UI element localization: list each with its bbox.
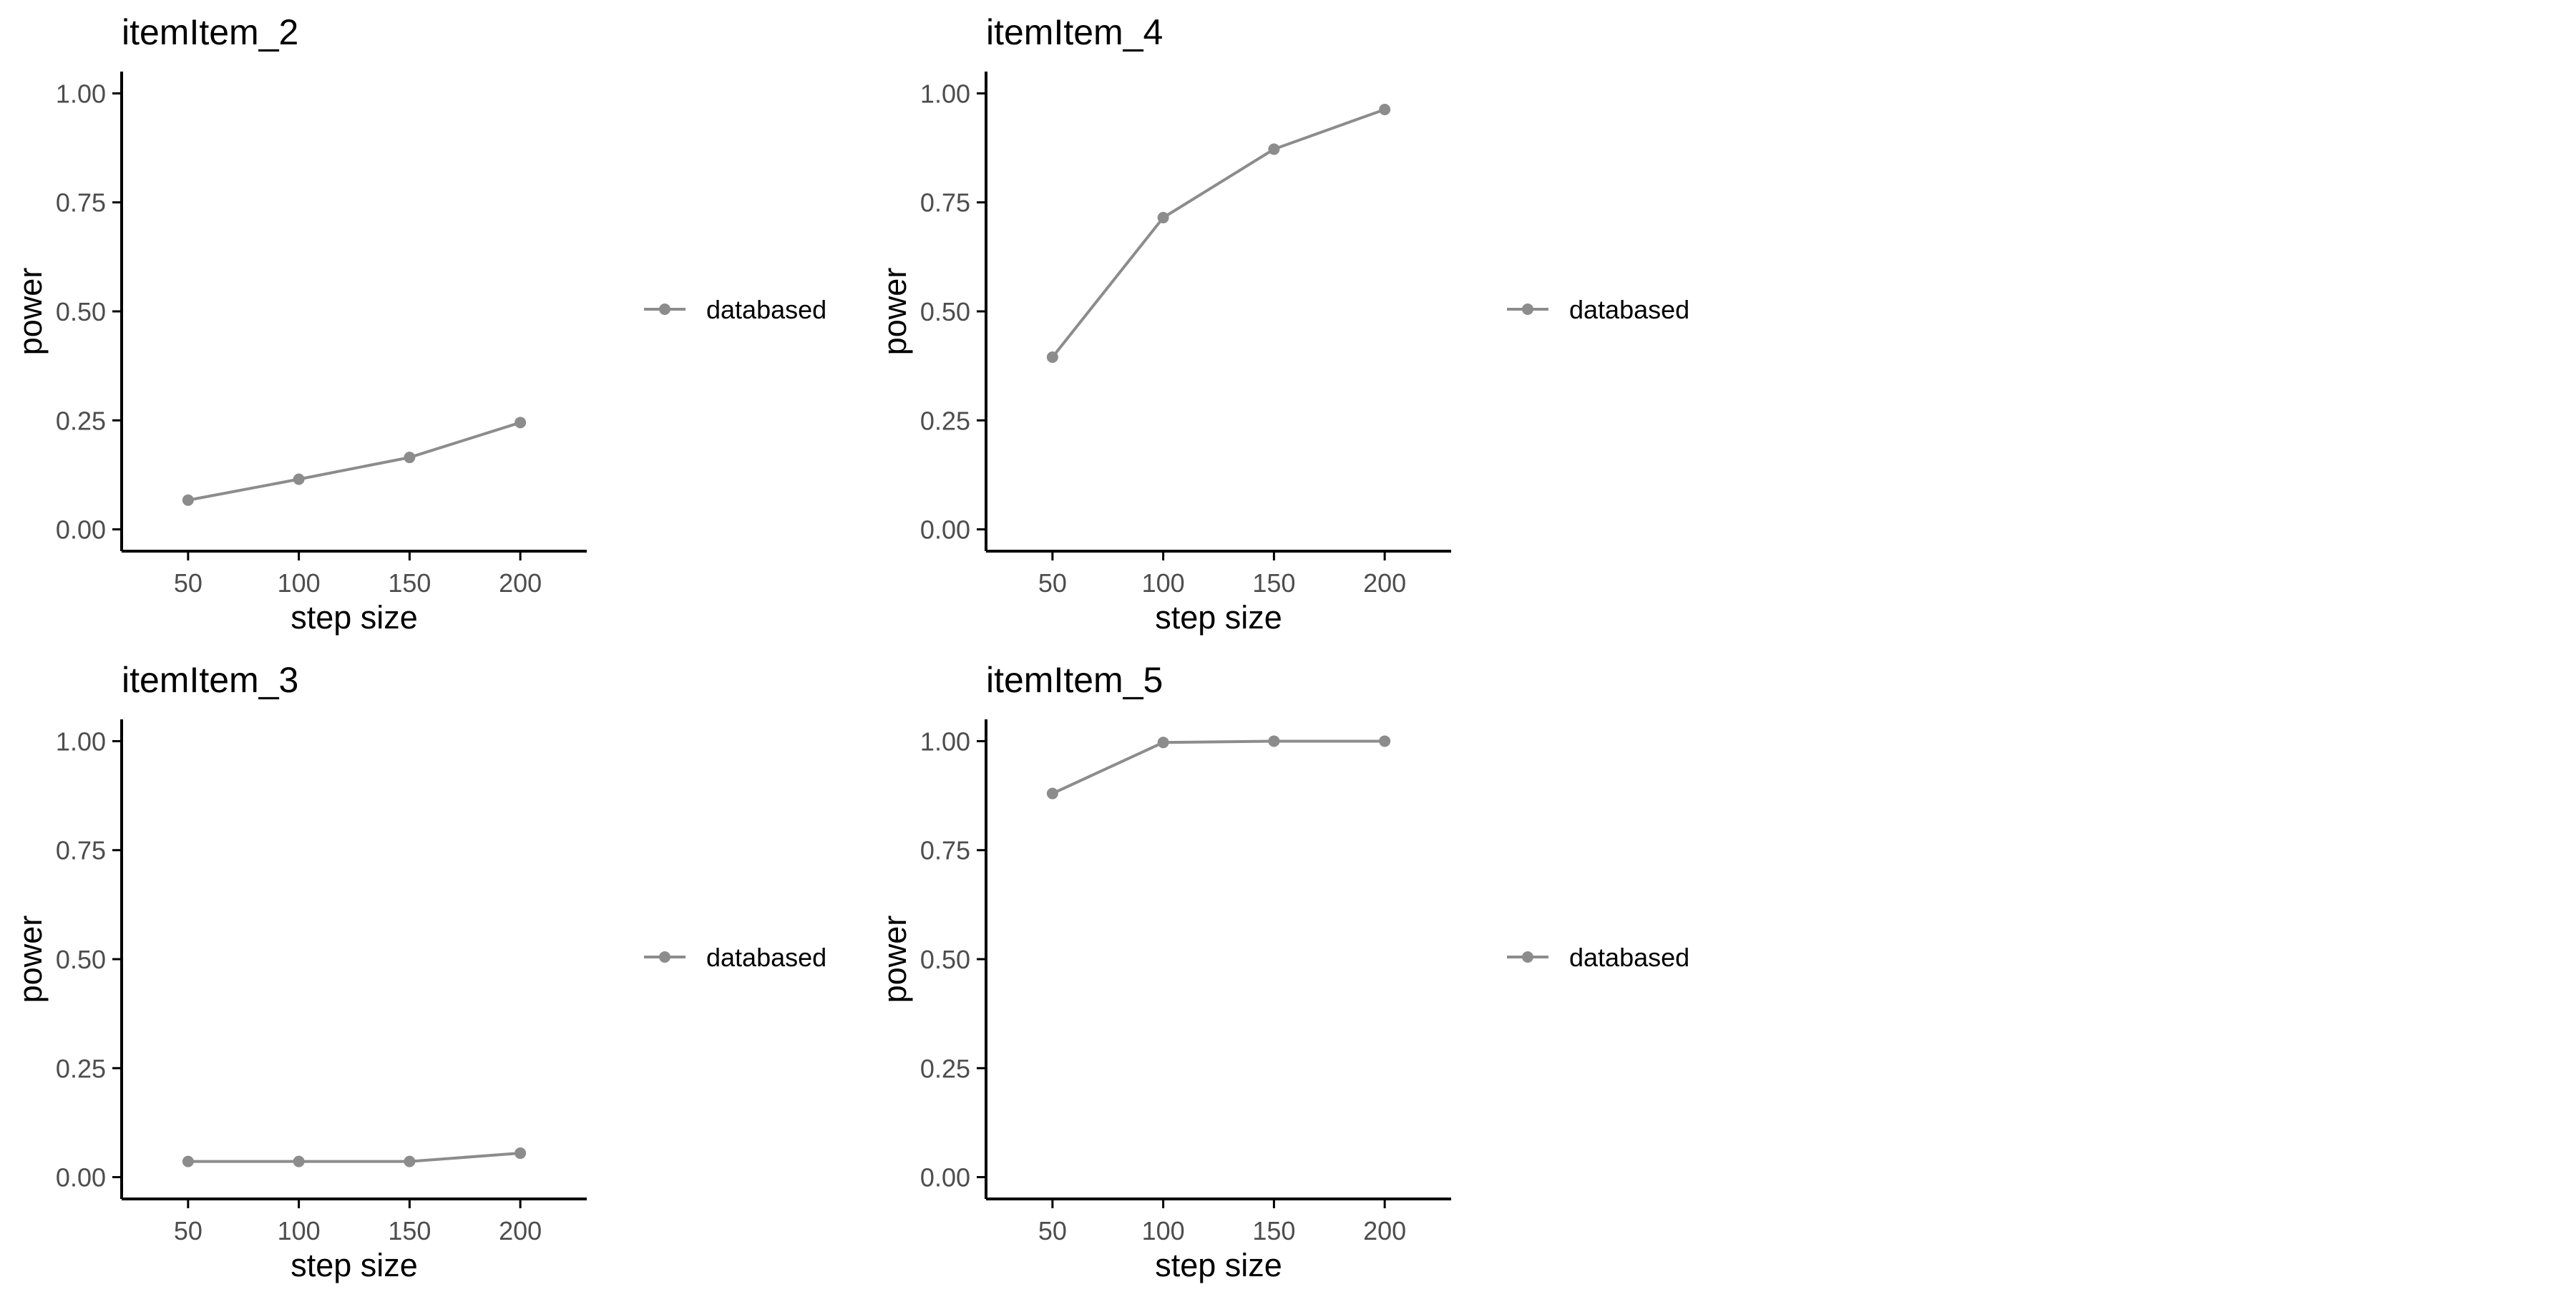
x-tick-label: 150 <box>388 1216 431 1245</box>
panel-title: itemItem_2 <box>122 12 298 52</box>
x-tick-label: 50 <box>174 1216 203 1245</box>
y-tick-label: 0.50 <box>56 945 106 974</box>
x-tick-label: 150 <box>1252 568 1295 598</box>
y-tick-label: 1.00 <box>56 727 106 756</box>
data-point <box>293 1155 305 1167</box>
data-point <box>404 452 416 464</box>
data-point <box>1379 735 1391 747</box>
y-tick-label: 1.00 <box>920 727 970 756</box>
series-line-databased <box>1052 739 1385 795</box>
legend-label: databased <box>706 943 826 972</box>
series-line-databased <box>187 1152 521 1163</box>
data-point <box>1157 737 1169 749</box>
x-tick-label: 200 <box>499 1216 542 1245</box>
x-tick-label: 200 <box>1363 568 1406 598</box>
legend-key-point <box>659 951 670 963</box>
y-tick-label: 0.00 <box>56 1163 106 1193</box>
panel-title: itemItem_4 <box>986 12 1163 52</box>
x-tick-label: 100 <box>1142 568 1185 598</box>
y-tick-label: 0.25 <box>56 1054 106 1083</box>
legend-key-point <box>659 303 670 315</box>
x-tick-label: 50 <box>1038 568 1067 598</box>
y-tick-label: 0.75 <box>56 188 106 218</box>
data-point <box>293 473 305 485</box>
y-tick-label: 0.00 <box>920 1163 970 1193</box>
y-tick-label: 0.50 <box>920 297 970 326</box>
data-point <box>182 1155 194 1167</box>
x-tick-label: 100 <box>278 1216 321 1245</box>
panel-title: itemItem_3 <box>122 660 298 700</box>
y-tick-label: 0.25 <box>56 406 106 435</box>
data-point <box>514 417 527 429</box>
legend-label: databased <box>1569 295 1689 324</box>
data-point <box>1268 143 1280 155</box>
data-point <box>1268 735 1280 747</box>
x-axis-label: step size <box>291 1247 418 1283</box>
x-tick-label: 50 <box>174 568 203 598</box>
x-tick-label: 200 <box>499 568 542 598</box>
data-point <box>1379 103 1391 115</box>
x-tick-label: 100 <box>1142 1216 1185 1245</box>
x-axis-label: step size <box>1155 1247 1282 1283</box>
legend-key-point <box>1522 303 1533 315</box>
y-tick-label: 0.00 <box>920 515 970 545</box>
y-tick-label: 1.00 <box>920 79 970 108</box>
y-tick-label: 0.75 <box>56 836 106 865</box>
y-axis-label: power <box>12 915 49 1004</box>
series-line-databased <box>187 421 521 502</box>
y-axis-label: power <box>12 268 49 356</box>
x-tick-label: 50 <box>1038 1216 1067 1245</box>
x-axis-label: step size <box>291 599 418 636</box>
series-line-databased <box>1051 108 1385 359</box>
data-point <box>514 1147 527 1160</box>
x-axis-label: step size <box>1155 599 1282 636</box>
data-point <box>404 1155 416 1167</box>
y-tick-label: 0.50 <box>56 297 106 326</box>
y-tick-label: 1.00 <box>56 79 106 108</box>
legend-label: databased <box>1569 943 1689 972</box>
x-tick-label: 100 <box>278 568 321 598</box>
y-tick-label: 0.25 <box>920 1054 970 1083</box>
legend-label: databased <box>706 295 826 324</box>
legend-key-point <box>1522 951 1533 963</box>
data-point <box>1046 787 1058 800</box>
data-point <box>1157 212 1169 224</box>
x-tick-label: 200 <box>1363 1216 1406 1245</box>
y-tick-label: 0.00 <box>56 515 106 545</box>
y-tick-label: 0.75 <box>920 188 970 218</box>
panel-title: itemItem_5 <box>986 660 1163 700</box>
x-tick-label: 150 <box>388 568 431 598</box>
y-axis-label: power <box>877 268 913 356</box>
data-point <box>182 494 194 506</box>
y-tick-label: 0.25 <box>920 406 970 435</box>
x-tick-label: 150 <box>1252 1216 1295 1245</box>
data-point <box>1046 351 1058 363</box>
y-tick-label: 0.75 <box>920 836 970 865</box>
y-axis-label: power <box>877 915 913 1004</box>
y-tick-label: 0.50 <box>920 945 970 974</box>
